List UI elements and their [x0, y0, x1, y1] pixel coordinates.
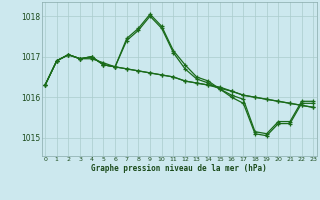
X-axis label: Graphe pression niveau de la mer (hPa): Graphe pression niveau de la mer (hPa): [91, 164, 267, 173]
